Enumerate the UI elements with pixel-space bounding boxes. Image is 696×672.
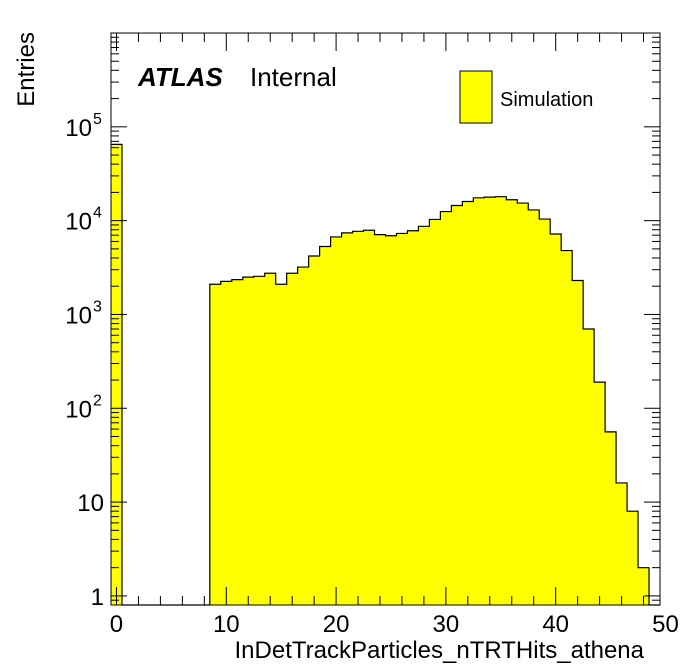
histogram-bar bbox=[275, 284, 287, 605]
histogram-bar bbox=[616, 482, 628, 605]
internal-label: Internal bbox=[250, 62, 337, 92]
histogram-bar bbox=[374, 234, 386, 605]
x-tick-label: 20 bbox=[323, 611, 350, 638]
histogram-bar bbox=[506, 199, 518, 606]
histogram-bar bbox=[242, 277, 255, 605]
histogram-bar bbox=[385, 235, 397, 605]
histogram-bar bbox=[220, 281, 233, 605]
y-axis-label: Entries bbox=[13, 32, 40, 107]
x-tick-label: 50 bbox=[652, 611, 679, 638]
y-tick-label: 1 bbox=[91, 584, 104, 611]
histogram-bar bbox=[638, 567, 650, 605]
histogram-bar bbox=[111, 144, 123, 605]
histogram-bar bbox=[308, 255, 320, 606]
histogram-bar bbox=[627, 511, 639, 605]
legend: Simulation bbox=[459, 70, 593, 124]
histogram-bar bbox=[517, 203, 529, 606]
y-tick-exponent: 3 bbox=[93, 298, 102, 315]
histogram-bar bbox=[462, 201, 474, 606]
histogram-bar bbox=[528, 209, 540, 605]
legend-swatch bbox=[459, 70, 493, 124]
histogram-bar bbox=[484, 197, 496, 605]
histogram-bar bbox=[253, 276, 266, 605]
histogram-bars bbox=[111, 143, 660, 606]
histogram-bar bbox=[209, 284, 222, 605]
histogram-bar bbox=[572, 280, 584, 605]
histogram-bar bbox=[583, 328, 595, 605]
histogram-bar bbox=[319, 246, 331, 605]
histogram-bar bbox=[605, 431, 617, 605]
histogram-bar bbox=[429, 219, 441, 605]
histogram-bar bbox=[539, 219, 551, 606]
histogram-bar bbox=[451, 205, 463, 605]
histogram-bar bbox=[231, 279, 244, 605]
histogram-bar bbox=[352, 231, 364, 606]
histogram-bar bbox=[561, 250, 573, 606]
histogram-bar bbox=[286, 273, 298, 605]
x-tick-label: 10 bbox=[213, 611, 240, 638]
y-tick-label: 10 bbox=[77, 490, 104, 517]
y-tick-label: 10 bbox=[65, 115, 92, 142]
histogram-bar bbox=[550, 234, 562, 605]
histogram-bar bbox=[264, 273, 276, 605]
x-axis-label: InDetTrackParticles_nTRTHits_athena bbox=[235, 637, 645, 664]
histogram-bar bbox=[594, 382, 606, 605]
histogram-bar bbox=[440, 211, 452, 606]
histogram-bar bbox=[407, 230, 419, 605]
histogram-bar bbox=[297, 267, 309, 605]
x-tick-label: 0 bbox=[110, 611, 123, 638]
histogram-bar bbox=[341, 232, 353, 605]
x-tick-labels: 0 10 20 30 40 50 bbox=[110, 611, 679, 638]
histogram-bar bbox=[330, 236, 342, 605]
y-tick-label: 10 bbox=[65, 396, 92, 423]
y-tick-exponent: 2 bbox=[93, 392, 102, 409]
y-tick-label: 10 bbox=[65, 302, 92, 329]
y-tick-label: 10 bbox=[65, 209, 92, 236]
axis-ticks bbox=[111, 32, 660, 606]
histogram-outline bbox=[111, 143, 660, 606]
histogram-bar bbox=[473, 197, 485, 605]
x-tick-label: 30 bbox=[433, 611, 460, 638]
legend-entry-simulation: Simulation bbox=[500, 89, 593, 111]
histogram-bar bbox=[495, 196, 507, 605]
x-tick-label: 40 bbox=[542, 611, 569, 638]
atlas-label: ATLAS bbox=[137, 62, 223, 92]
histogram-bar bbox=[363, 230, 375, 606]
y-tick-exponent: 5 bbox=[93, 111, 102, 128]
histogram-bar bbox=[418, 226, 430, 605]
y-tick-exponent: 4 bbox=[93, 205, 102, 222]
histogram-bar bbox=[396, 233, 408, 605]
